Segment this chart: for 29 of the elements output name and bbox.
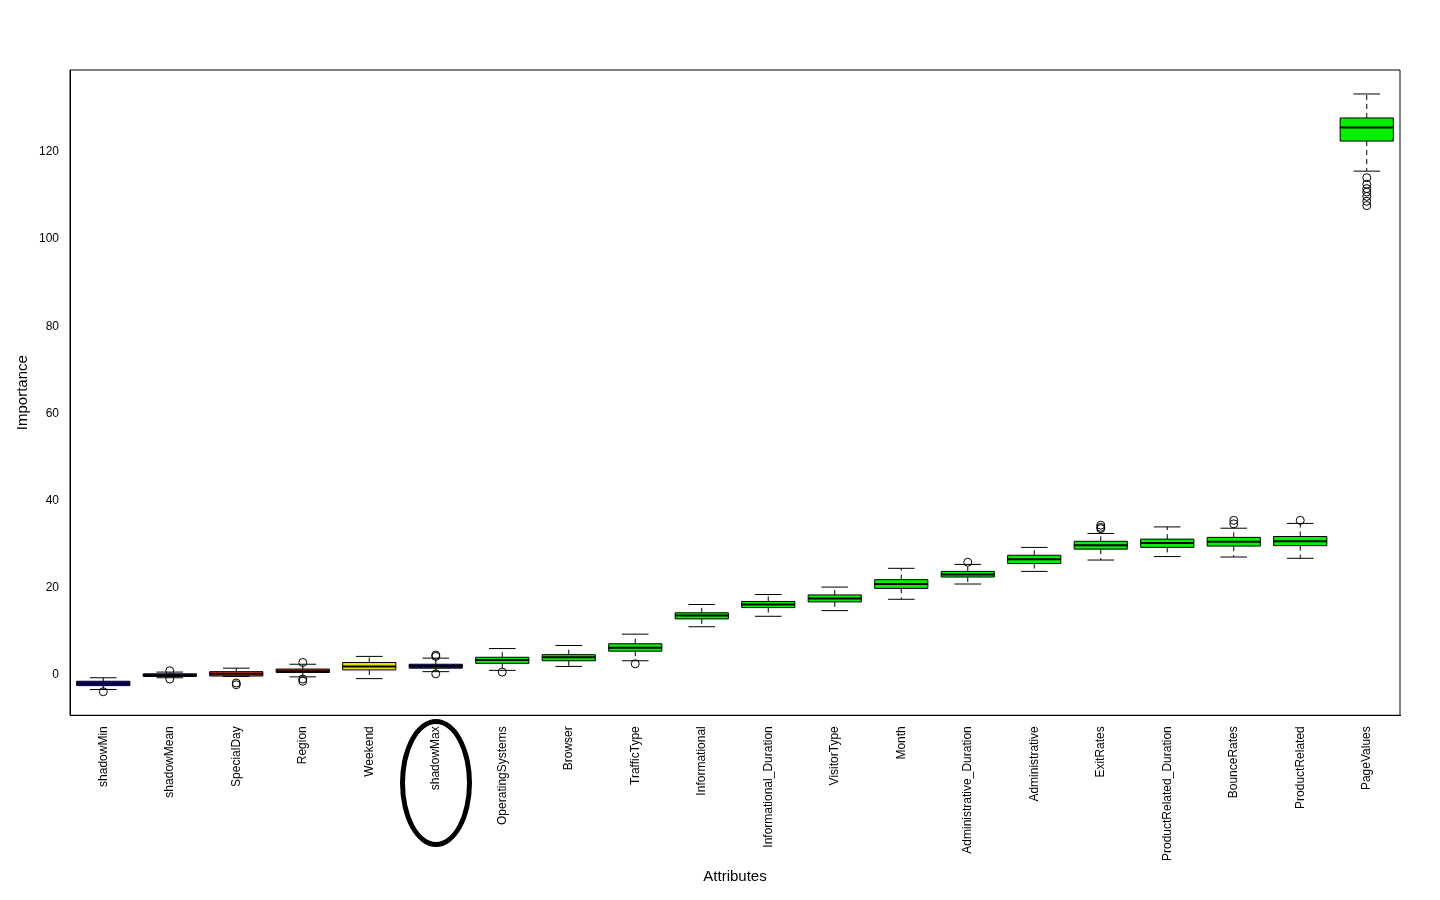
y-tick-label: 0 <box>52 667 60 682</box>
x-tick-label: SpecialDay <box>228 726 243 787</box>
x-tick-label: shadowMax <box>428 726 443 791</box>
x-tick-label: Informational_Duration <box>760 726 775 848</box>
x-tick-label: PageValues <box>1359 726 1374 791</box>
y-tick-label: 40 <box>45 493 60 508</box>
x-tick-label: ExitRates <box>1093 726 1108 778</box>
y-tick-label: 20 <box>45 580 60 595</box>
x-tick-label: BounceRates <box>1226 726 1241 799</box>
x-tick-label: ProductRelated_Duration <box>1159 726 1174 861</box>
x-tick-label: Informational <box>694 726 709 796</box>
x-tick-label: shadowMin <box>95 726 110 787</box>
x-axis-title: Attributes <box>703 867 767 885</box>
y-axis-title: Importance <box>13 355 31 431</box>
x-tick-label: Administrative <box>1026 725 1041 802</box>
y-tick-label: 120 <box>38 144 60 159</box>
x-tick-label: Weekend <box>361 726 376 777</box>
x-tick-label: ProductRelated <box>1292 726 1307 809</box>
y-tick-label: 60 <box>45 405 60 420</box>
x-tick-label: Region <box>295 726 310 765</box>
x-tick-label: Administrative_Duration <box>960 726 975 854</box>
x-tick-label: Month <box>893 726 908 760</box>
x-tick-label: shadowMean <box>162 726 177 798</box>
x-tick-label: VisitorType <box>827 725 842 786</box>
y-tick-label: 100 <box>38 231 60 246</box>
x-tick-label: TrafficType <box>627 725 642 785</box>
y-tick-label: 80 <box>45 318 60 333</box>
x-tick-label: Browser <box>561 726 576 771</box>
x-tick-label: OperatingSystems <box>494 726 509 825</box>
